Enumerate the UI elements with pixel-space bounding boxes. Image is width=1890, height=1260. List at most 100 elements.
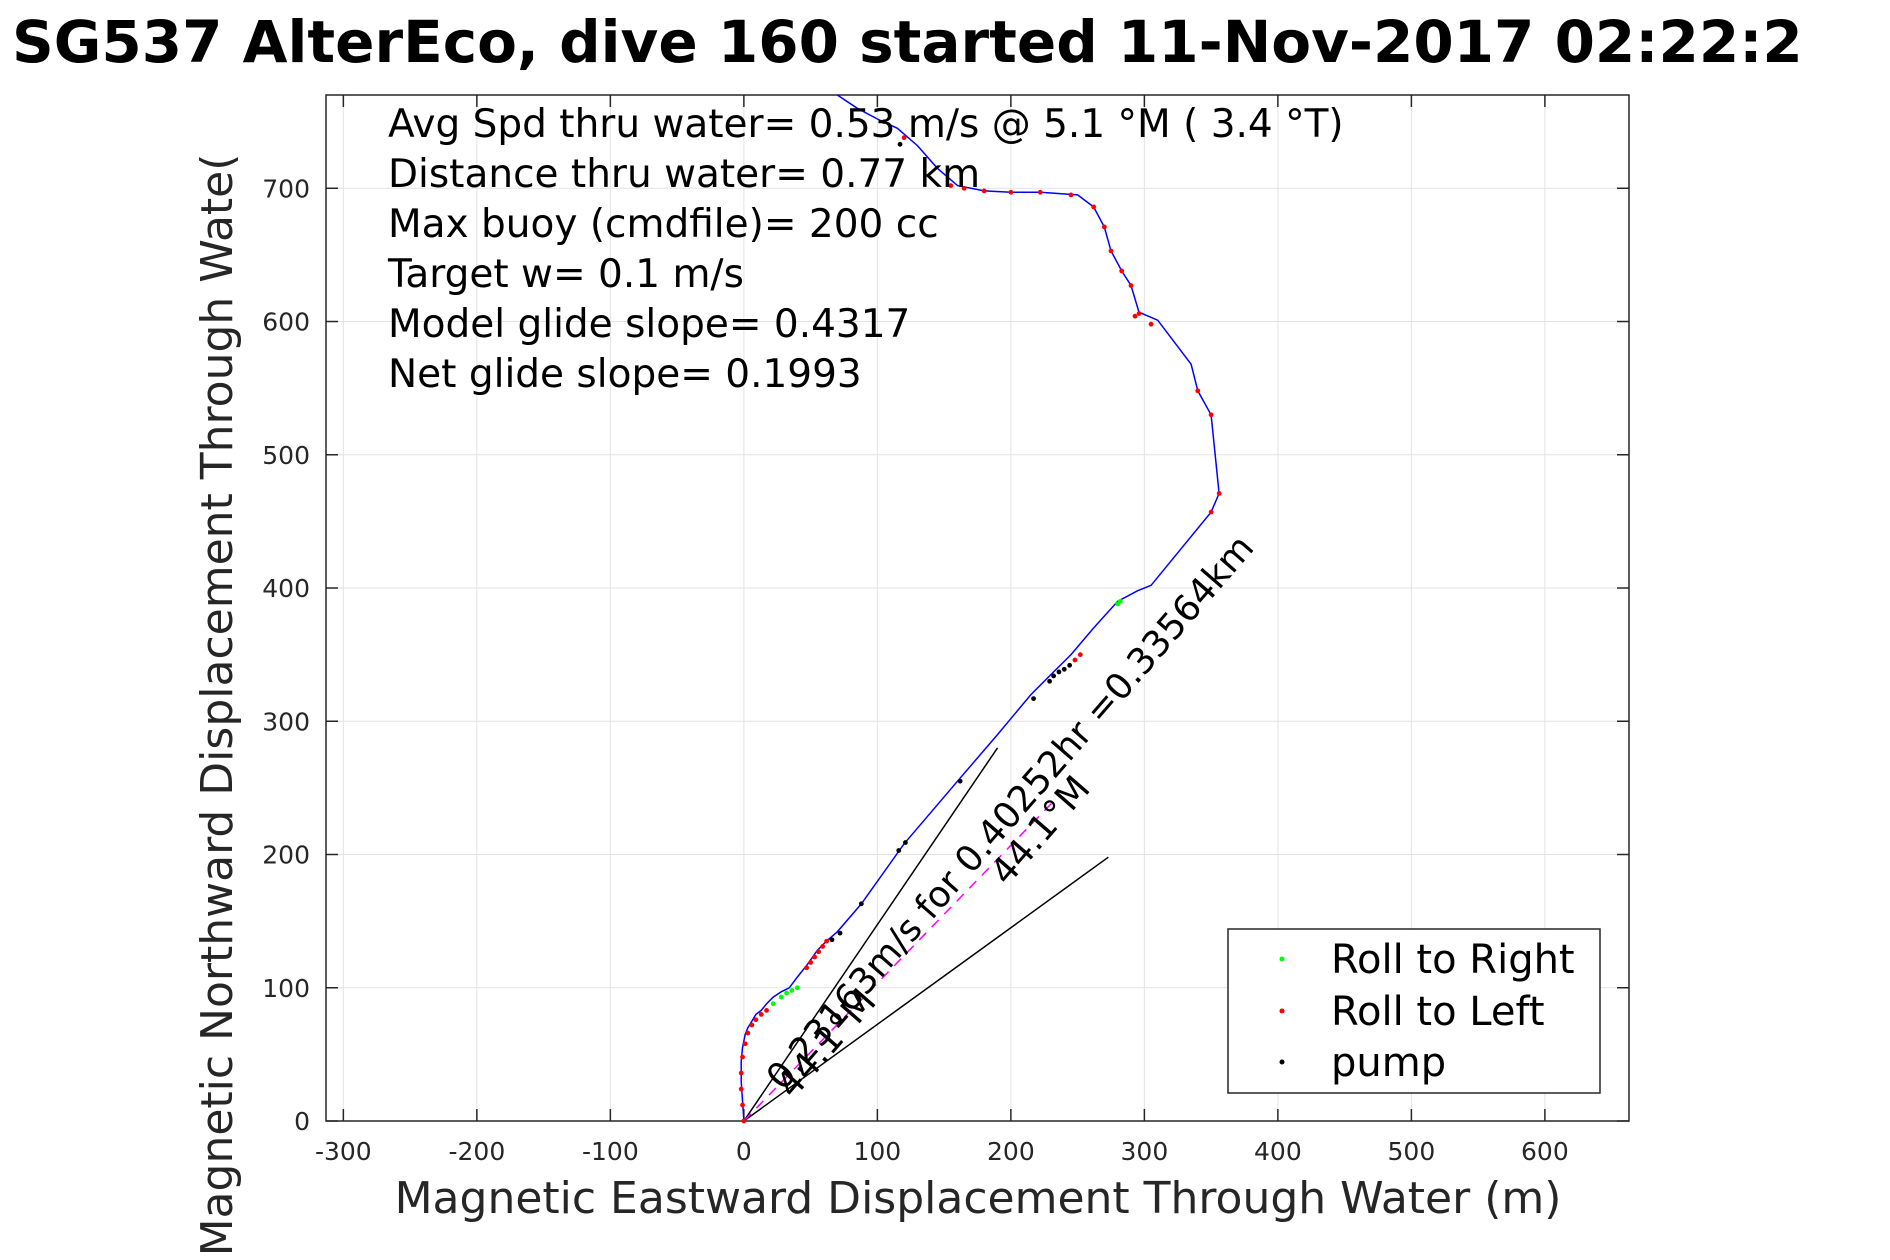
legend-marker-roll-right xyxy=(1279,956,1285,962)
roll-right-point xyxy=(770,1001,776,1007)
legend-marker-pump xyxy=(1279,1059,1285,1065)
roll-left-point xyxy=(1037,189,1043,195)
pump-point xyxy=(829,937,835,943)
pump-point xyxy=(897,141,903,147)
roll-left-point xyxy=(741,1118,747,1124)
roll-left-point xyxy=(1148,321,1154,327)
legend-marker-roll-left xyxy=(1279,1008,1285,1014)
y-axis-label: Magnetic Northward Displacement Through … xyxy=(192,154,243,1257)
roll-right-point xyxy=(794,985,800,991)
roll-left-point xyxy=(1128,283,1134,288)
y-tick-label: 700 xyxy=(262,174,310,203)
x-tick-label: 300 xyxy=(1121,1137,1169,1166)
x-tick-label: 100 xyxy=(854,1137,902,1166)
roll-left-point xyxy=(1077,652,1083,658)
roll-left-point xyxy=(745,1030,751,1036)
pump-point xyxy=(837,930,843,936)
roll-left-point xyxy=(753,1017,759,1023)
roll-left-point xyxy=(961,185,967,191)
roll-left-point xyxy=(1091,204,1097,210)
current-line xyxy=(743,799,1056,1122)
roll-left-point xyxy=(1068,192,1074,198)
legend-item-roll-left: Roll to Left xyxy=(1279,989,1545,1035)
roll-left-point xyxy=(808,960,814,965)
legend-box xyxy=(1227,928,1601,1094)
roll-right-point xyxy=(789,988,795,993)
legend: Roll to Right Roll to Left pump xyxy=(1227,928,1601,1094)
roll-left-point xyxy=(948,183,954,189)
roll-left-point xyxy=(740,1054,745,1060)
roll-left-point xyxy=(1008,189,1014,195)
data-points xyxy=(738,119,1222,1124)
reference-lines xyxy=(743,747,1109,1122)
info-distance: Distance thru water= 0.77 km xyxy=(388,152,980,197)
roll-left-point xyxy=(820,944,826,949)
y-tick-label: 600 xyxy=(262,308,310,337)
pump-point xyxy=(1061,666,1067,672)
roll-left-point xyxy=(981,188,987,194)
y-tick-label: 0 xyxy=(294,1107,310,1136)
x-tick-label: 500 xyxy=(1388,1137,1436,1166)
info-max-buoy: Max buoy (cmdfile)= 200 cc xyxy=(388,202,939,247)
heading-line-1 xyxy=(743,747,999,1122)
roll-left-point xyxy=(881,119,887,125)
heading-line-2 xyxy=(743,856,1109,1122)
pump-point xyxy=(1067,662,1073,668)
pump-point xyxy=(1056,669,1062,675)
info-model-glide-slope: Model glide slope= 0.4317 xyxy=(388,302,910,347)
roll-right-point xyxy=(1117,598,1123,604)
pump-point xyxy=(957,778,963,784)
roll-left-point xyxy=(812,954,818,960)
x-tick-label: -200 xyxy=(448,1137,505,1166)
x-tick-label: -300 xyxy=(315,1137,372,1166)
roll-left-point xyxy=(824,938,830,944)
legend-label-roll-right: Roll to Right xyxy=(1331,937,1575,983)
roll-left-point xyxy=(1208,412,1214,418)
pump-point xyxy=(1051,673,1056,679)
info-avg-speed: Avg Spd thru water= 0.53 m/s @ 5.1 °M ( … xyxy=(388,102,1344,147)
roll-left-point xyxy=(738,1070,744,1076)
legend-label-pump: pump xyxy=(1331,1040,1446,1086)
info-target-w: Target w= 0.1 m/s xyxy=(387,252,744,297)
pump-point xyxy=(896,848,902,853)
x-tick-label: 0 xyxy=(736,1137,752,1166)
y-tick-label: 300 xyxy=(262,707,310,736)
legend-item-pump: pump xyxy=(1279,1040,1446,1086)
roll-left-point xyxy=(816,949,822,955)
roll-right-point xyxy=(778,994,784,1000)
roll-left-point xyxy=(1132,313,1138,319)
track-line xyxy=(740,94,1220,1122)
y-tick-label: 500 xyxy=(262,441,310,470)
y-tick-label: 100 xyxy=(262,974,310,1003)
pump-point xyxy=(1047,678,1052,684)
roll-left-point xyxy=(1136,311,1142,316)
x-tick-label: 600 xyxy=(1521,1137,1569,1166)
roll-left-point xyxy=(1195,388,1201,394)
roll-left-point xyxy=(1208,509,1214,515)
x-axis-label: Magnetic Eastward Displacement Through W… xyxy=(395,1173,1562,1224)
plot-frame xyxy=(325,94,1630,1122)
track-layer xyxy=(740,94,1220,1122)
axis-ticks: -300 -200 -100 0 100 200 300 400 500 600 0 100 200 30… xyxy=(262,95,1629,1166)
roll-left-point xyxy=(1101,224,1107,230)
info-net-glide-slope: Net glide slope= 0.1993 xyxy=(388,352,862,397)
pump-point xyxy=(903,840,908,845)
dive-info-block: Avg Spd thru water= 0.53 m/s @ 5.1 °M ( … xyxy=(387,102,1344,397)
chart-title: SG537 AlterEco, dive 160 started 11-Nov-… xyxy=(12,8,1803,76)
roll-left-point xyxy=(740,1102,745,1108)
roll-left-point xyxy=(804,965,810,971)
x-tick-label: -100 xyxy=(582,1137,639,1166)
roll-left-point xyxy=(738,1086,744,1092)
roll-left-point xyxy=(764,1008,769,1013)
roll-left-point xyxy=(758,1012,764,1017)
y-tick-label: 200 xyxy=(262,841,310,870)
roll-left-point xyxy=(901,135,907,141)
roll-left-point xyxy=(742,1041,748,1047)
y-tick-label: 400 xyxy=(262,574,310,603)
legend-label-roll-left: Roll to Left xyxy=(1331,989,1545,1035)
legend-item-roll-right: Roll to Right xyxy=(1279,937,1575,983)
roll-left-point xyxy=(1119,268,1125,274)
roll-left-point xyxy=(1072,657,1078,663)
pump-point xyxy=(1031,696,1036,702)
